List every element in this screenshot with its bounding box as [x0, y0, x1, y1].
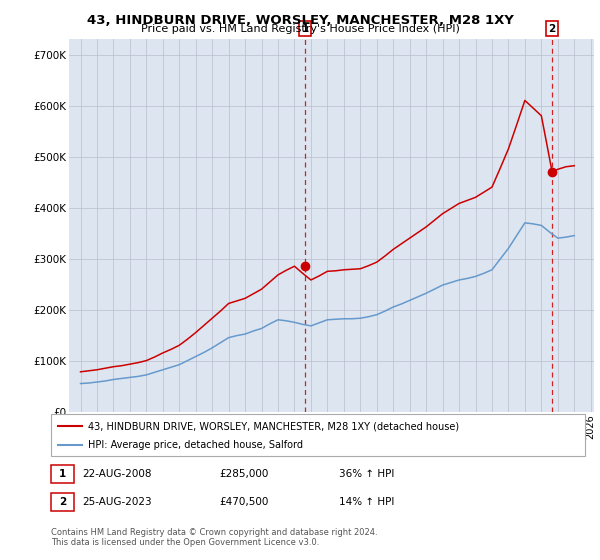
Text: HPI: Average price, detached house, Salford: HPI: Average price, detached house, Salf…: [88, 440, 303, 450]
Text: £285,000: £285,000: [219, 469, 268, 479]
Text: 1: 1: [302, 24, 309, 34]
Text: 43, HINDBURN DRIVE, WORSLEY, MANCHESTER, M28 1XY: 43, HINDBURN DRIVE, WORSLEY, MANCHESTER,…: [86, 14, 514, 27]
Text: £470,500: £470,500: [219, 497, 268, 507]
Text: 14% ↑ HPI: 14% ↑ HPI: [339, 497, 394, 507]
Text: 2: 2: [59, 497, 66, 507]
Text: 25-AUG-2023: 25-AUG-2023: [82, 497, 152, 507]
Text: 43, HINDBURN DRIVE, WORSLEY, MANCHESTER, M28 1XY (detached house): 43, HINDBURN DRIVE, WORSLEY, MANCHESTER,…: [88, 421, 460, 431]
Text: 22-AUG-2008: 22-AUG-2008: [82, 469, 152, 479]
Text: 2: 2: [548, 24, 556, 34]
Text: 1: 1: [59, 469, 66, 479]
Text: Contains HM Land Registry data © Crown copyright and database right 2024.
This d: Contains HM Land Registry data © Crown c…: [51, 528, 377, 547]
Text: Price paid vs. HM Land Registry's House Price Index (HPI): Price paid vs. HM Land Registry's House …: [140, 24, 460, 34]
Text: 36% ↑ HPI: 36% ↑ HPI: [339, 469, 394, 479]
